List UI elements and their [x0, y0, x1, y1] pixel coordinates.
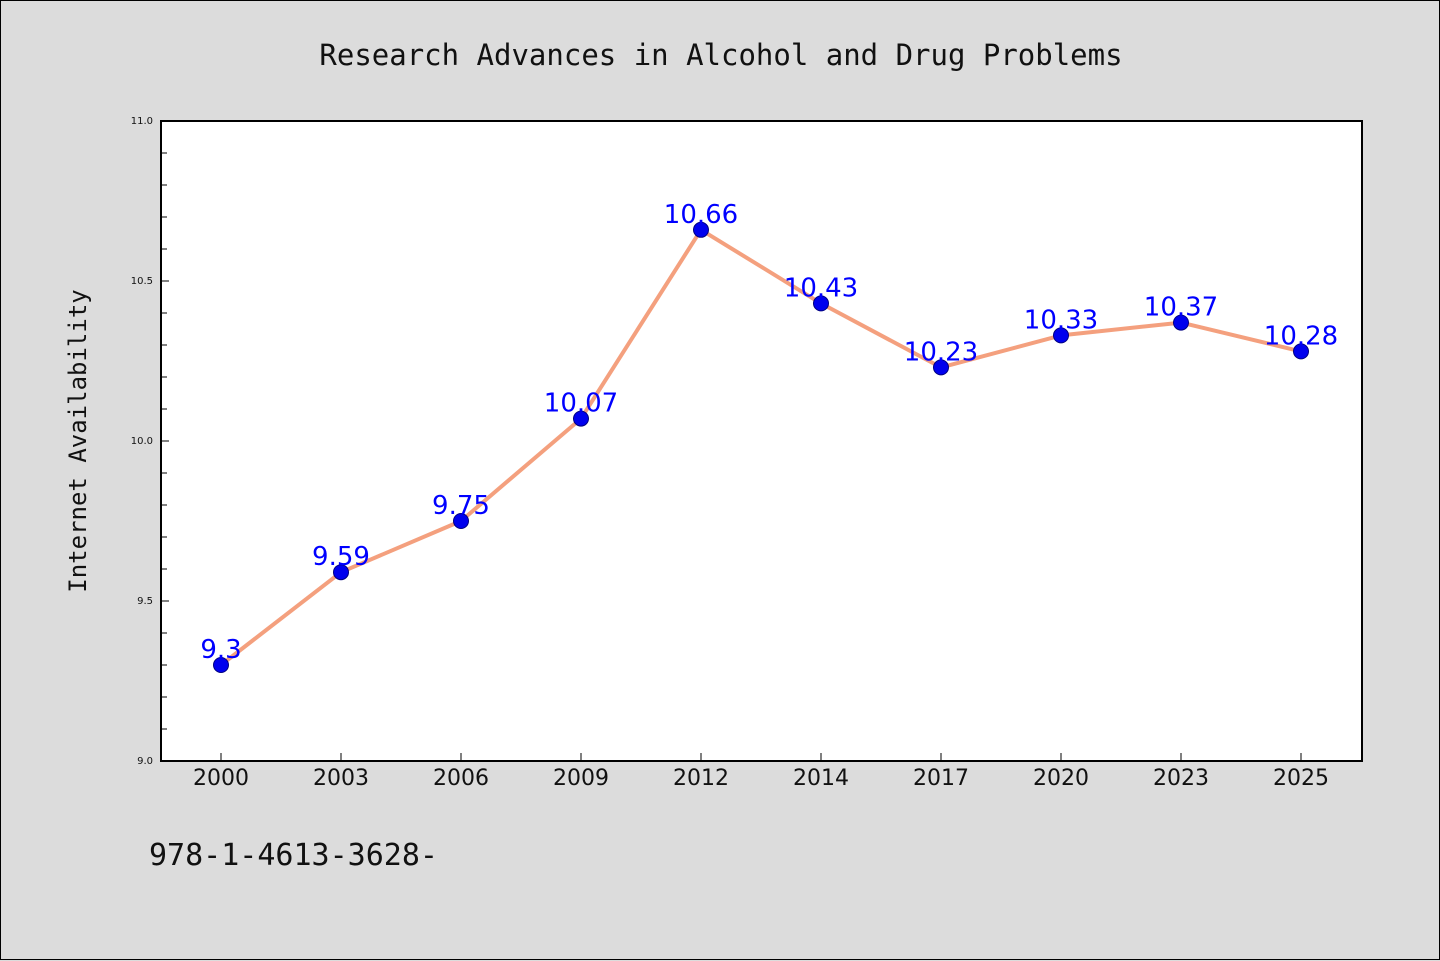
- x-tick-label: 2009: [553, 766, 609, 791]
- data-point: [693, 221, 709, 238]
- isbn-footer-text: 978-1-4613-3628-: [149, 838, 438, 873]
- data-label: 10.33: [1024, 305, 1098, 335]
- data-label: 10.37: [1144, 293, 1218, 323]
- y-tick-label: 9.0: [137, 756, 153, 767]
- data-label: 10.28: [1264, 321, 1338, 351]
- data-label: 9.3: [200, 635, 241, 665]
- data-point: [813, 295, 829, 312]
- data-point: [453, 513, 469, 529]
- x-axis-ticks: 2000 2003 2006 2009 2012 2014 2017 2020 2023 2025: [193, 753, 1329, 791]
- data-point: [213, 657, 229, 673]
- data-label: 10.66: [664, 200, 738, 230]
- y-tick-label: 11.0: [131, 116, 153, 127]
- data-label: 10.23: [904, 337, 978, 367]
- x-tick-label: 2000: [193, 766, 249, 791]
- x-tick-label: 2012: [673, 766, 729, 791]
- data-label: 10.43: [784, 273, 858, 303]
- x-tick-label: 2025: [1273, 766, 1329, 791]
- x-tick-label: 2017: [913, 766, 969, 791]
- data-point: [573, 410, 589, 427]
- data-label: 9.75: [432, 491, 490, 521]
- data-point: [933, 359, 949, 376]
- x-tick-label: 2014: [793, 766, 849, 791]
- y-tick-label: 10.5: [131, 276, 153, 287]
- series-line: [219, 227, 1302, 667]
- data-label: 9.59: [312, 542, 370, 572]
- x-tick-label: 2020: [1033, 766, 1089, 791]
- data-label: 10.07: [544, 389, 618, 419]
- plot-area: [160, 120, 1363, 762]
- x-tick-label: 2006: [433, 766, 489, 791]
- chart-title: Research Advances in Alcohol and Drug Pr…: [319, 38, 1122, 72]
- data-markers: [213, 221, 1309, 673]
- y-axis-label: Internet Availability: [64, 289, 92, 592]
- data-point: [1293, 343, 1309, 360]
- x-tick-label: 2023: [1153, 766, 1209, 791]
- y-tick-label: 10.0: [131, 436, 153, 447]
- data-labels: 9.3 9.59 9.75 10.07 10.66 10.43 10.23 10.33 10.3…: [200, 200, 1338, 665]
- data-point: [1053, 327, 1069, 344]
- y-tick-label: 9.5: [137, 596, 153, 607]
- x-tick-label: 2003: [313, 766, 369, 791]
- data-point: [333, 564, 349, 581]
- data-point: [1173, 314, 1189, 331]
- y-axis-ticks: 9.0 9.5 10.0 10.5 11.0: [131, 116, 169, 767]
